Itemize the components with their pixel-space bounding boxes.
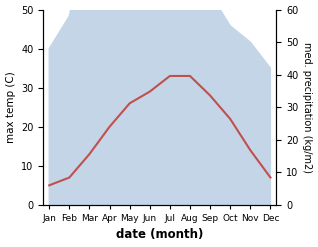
Y-axis label: max temp (C): max temp (C) <box>5 71 16 143</box>
X-axis label: date (month): date (month) <box>116 228 204 242</box>
Y-axis label: med. precipitation (kg/m2): med. precipitation (kg/m2) <box>302 42 313 173</box>
